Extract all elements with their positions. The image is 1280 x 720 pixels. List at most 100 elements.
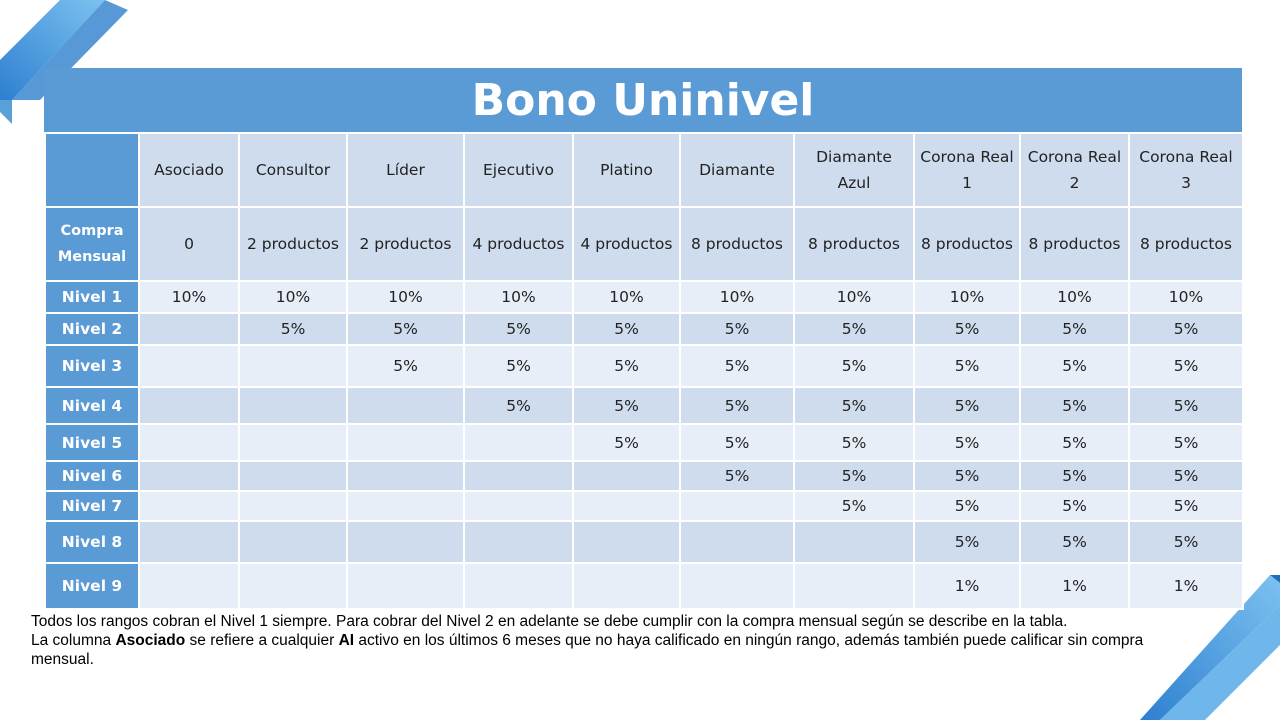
table-cell: 10%: [138, 280, 240, 314]
table-cell: 10%: [572, 280, 681, 314]
table-cell: [346, 520, 465, 564]
table-cell: 5%: [793, 312, 915, 346]
table-cell: [463, 520, 574, 564]
table-cell: 5%: [913, 490, 1021, 522]
table-cell: [572, 490, 681, 522]
table-cell: [138, 520, 240, 564]
footnote: Todos los rangos cobran el Nivel 1 siemp…: [31, 612, 1201, 669]
table-cell: 5%: [679, 344, 795, 388]
table-cell: [238, 423, 348, 462]
row-label: Nivel 4: [44, 386, 140, 425]
table-cell: 10%: [463, 280, 574, 314]
table-cell: 10%: [1019, 280, 1130, 314]
column-header: Corona Real 1: [913, 132, 1021, 208]
table-cell: 5%: [1128, 490, 1244, 522]
table-cell: 5%: [793, 423, 915, 462]
table-cell: 5%: [1019, 490, 1130, 522]
row-label: Compra Mensual: [44, 206, 140, 282]
table-cell: 5%: [913, 344, 1021, 388]
table-cell: 5%: [1128, 460, 1244, 492]
table-cell: [463, 460, 574, 492]
table-cell: 5%: [1019, 312, 1130, 346]
level-row: Nivel 5 5% 5% 5% 5% 5% 5%: [44, 423, 1244, 462]
table-cell: 1%: [913, 562, 1021, 610]
table-cell: 5%: [679, 386, 795, 425]
column-header: Consultor: [238, 132, 348, 208]
table-cell: [138, 312, 240, 346]
table-cell: 10%: [793, 280, 915, 314]
table-cell: 5%: [793, 460, 915, 492]
table-cell: 5%: [572, 312, 681, 346]
header-row: Asociado Consultor Líder Ejecutivo Plati…: [44, 132, 1244, 208]
footnote-text: activo en los últimos 6 meses que no hay…: [31, 632, 1144, 668]
table-cell: 5%: [463, 344, 574, 388]
table-cell: [138, 423, 240, 462]
page-title: Bono Uninivel: [44, 68, 1242, 132]
table-cell: [346, 460, 465, 492]
column-header: Ejecutivo: [463, 132, 574, 208]
table-cell: [238, 520, 348, 564]
column-header: Corona Real 2: [1019, 132, 1130, 208]
table-cell: 5%: [1019, 423, 1130, 462]
table-cell: [679, 520, 795, 564]
table-cell: 5%: [679, 460, 795, 492]
table-cell: 8 productos: [679, 206, 795, 282]
table-cell: 5%: [572, 423, 681, 462]
table-cell: [679, 490, 795, 522]
table-cell: [793, 520, 915, 564]
ribbon-bottom-right-decoration: [1140, 575, 1280, 720]
table-cell: 5%: [793, 344, 915, 388]
table-cell: 5%: [1128, 344, 1244, 388]
table-cell: 8 productos: [1019, 206, 1130, 282]
table-cell: 2 productos: [238, 206, 348, 282]
table-cell: 10%: [238, 280, 348, 314]
footnote-line-1: Todos los rangos cobran el Nivel 1 siemp…: [31, 613, 1068, 630]
level-row: Nivel 9 1% 1% 1%: [44, 562, 1244, 610]
row-label: Nivel 9: [44, 562, 140, 610]
footnote-text: La columna: [31, 632, 116, 649]
table-cell: 5%: [793, 490, 915, 522]
table-cell: 5%: [1128, 520, 1244, 564]
table-cell: 4 productos: [463, 206, 574, 282]
footnote-bold-asociado: Asociado: [115, 632, 186, 649]
table-cell: 8 productos: [793, 206, 915, 282]
table-cell: 4 productos: [572, 206, 681, 282]
table-cell: 10%: [913, 280, 1021, 314]
table-cell: [793, 562, 915, 610]
table-cell: 5%: [463, 386, 574, 425]
table-cell: 5%: [913, 386, 1021, 425]
table-cell: [238, 460, 348, 492]
level-row: Nivel 6 5% 5% 5% 5% 5%: [44, 460, 1244, 492]
table-cell: 5%: [1128, 312, 1244, 346]
table-cell: 5%: [913, 460, 1021, 492]
table-cell: [346, 423, 465, 462]
table-cell: 5%: [572, 386, 681, 425]
table-cell: 5%: [346, 344, 465, 388]
column-header: Corona Real 3: [1128, 132, 1244, 208]
table-cell: 5%: [463, 312, 574, 346]
table-cell: [463, 423, 574, 462]
row-label: Nivel 2: [44, 312, 140, 346]
table-cell: [346, 386, 465, 425]
table-cell: 5%: [1019, 520, 1130, 564]
level-row: Nivel 7 5% 5% 5% 5%: [44, 490, 1244, 522]
table-cell: 5%: [346, 312, 465, 346]
table-cell: 5%: [1019, 344, 1130, 388]
table-cell: [138, 562, 240, 610]
table-cell: 8 productos: [1128, 206, 1244, 282]
table-cell: 5%: [1128, 423, 1244, 462]
table-cell: 10%: [679, 280, 795, 314]
ribbon-top-left-decoration: [0, 0, 128, 124]
table-cell: 10%: [1128, 280, 1244, 314]
table-cell: [238, 490, 348, 522]
table-cell: 5%: [913, 423, 1021, 462]
table-cell: 5%: [238, 312, 348, 346]
column-header: Platino: [572, 132, 681, 208]
table-cell: [138, 386, 240, 425]
level-row: Nivel 4 5% 5% 5% 5% 5% 5% 5%: [44, 386, 1244, 425]
row-label: Nivel 3: [44, 344, 140, 388]
table-cell: [138, 460, 240, 492]
table-cell: [679, 562, 795, 610]
column-header: Líder: [346, 132, 465, 208]
column-header: Diamante Azul: [793, 132, 915, 208]
